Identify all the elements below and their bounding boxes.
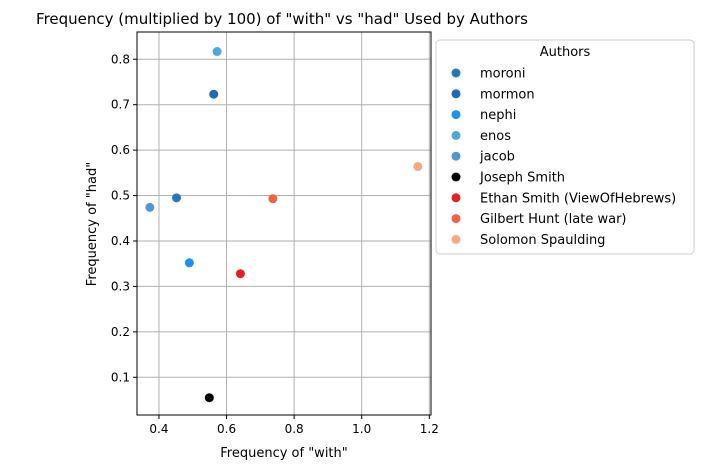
x-tick-label: 1.0 (352, 422, 371, 436)
x-tick-label: 0.6 (217, 422, 236, 436)
x-tick-label: 0.8 (285, 422, 304, 436)
legend-marker (451, 151, 461, 161)
legend-label: moroni (480, 67, 525, 82)
legend-marker (451, 110, 461, 120)
y-tick-label: 0.5 (111, 189, 130, 203)
data-point (145, 202, 155, 212)
y-tick-label: 0.8 (111, 52, 130, 66)
legend-marker (451, 89, 461, 99)
legend-label: enos (480, 129, 511, 144)
y-tick-label: 0.3 (111, 279, 130, 293)
y-axis-label: Frequency of "had" (85, 162, 100, 286)
legend-label: Solomon Spaulding (480, 233, 605, 248)
legend-label: Joseph Smith (479, 171, 565, 186)
legend-marker (451, 234, 461, 244)
x-tick-label: 1.2 (420, 422, 439, 436)
legend-marker (451, 68, 461, 78)
x-ticks: 0.4 0.6 0.8 1.0 1.2 (149, 415, 439, 436)
data-point (184, 258, 194, 268)
legend-items: moroni mormon nephi enos jacob Joseph Smith Et… (451, 67, 676, 248)
legend-label: Gilbert Hunt (late war) (480, 212, 627, 227)
legend-title: Authors (540, 45, 591, 60)
y-tick-label: 0.4 (111, 234, 130, 248)
data-point (204, 393, 214, 403)
y-ticks: 0.1 0.2 0.3 0.4 0.5 0.6 0.7 0.8 (111, 52, 137, 384)
data-point (235, 269, 245, 279)
chart-title: Frequency (multiplied by 100) of "with" … (36, 10, 528, 28)
legend-marker (451, 172, 461, 182)
y-tick-label: 0.2 (111, 325, 130, 339)
data-point (268, 194, 278, 204)
points-layer (145, 47, 423, 403)
y-tick-label: 0.7 (111, 98, 130, 112)
legend-marker (451, 193, 461, 203)
plot-frame (136, 31, 432, 416)
y-tick-label: 0.6 (111, 143, 130, 157)
legend-box (435, 39, 695, 255)
legend: Authors moroni mormon nephi enos jacob Joseph… (435, 39, 695, 255)
legend-label: Ethan Smith (ViewOfHebrews) (480, 191, 676, 206)
y-tick-label: 0.1 (111, 370, 130, 384)
legend-marker (451, 214, 461, 224)
x-axis-label: Frequency of "with" (220, 446, 348, 461)
legend-label: nephi (480, 108, 516, 123)
data-point (413, 161, 423, 171)
grid-layer (137, 32, 431, 415)
x-tick-label: 0.4 (149, 422, 168, 436)
legend-label: jacob (479, 150, 515, 165)
data-point (212, 47, 222, 57)
legend-label: mormon (480, 87, 535, 102)
data-point (172, 193, 182, 203)
data-point (209, 89, 219, 99)
legend-marker (451, 130, 461, 140)
